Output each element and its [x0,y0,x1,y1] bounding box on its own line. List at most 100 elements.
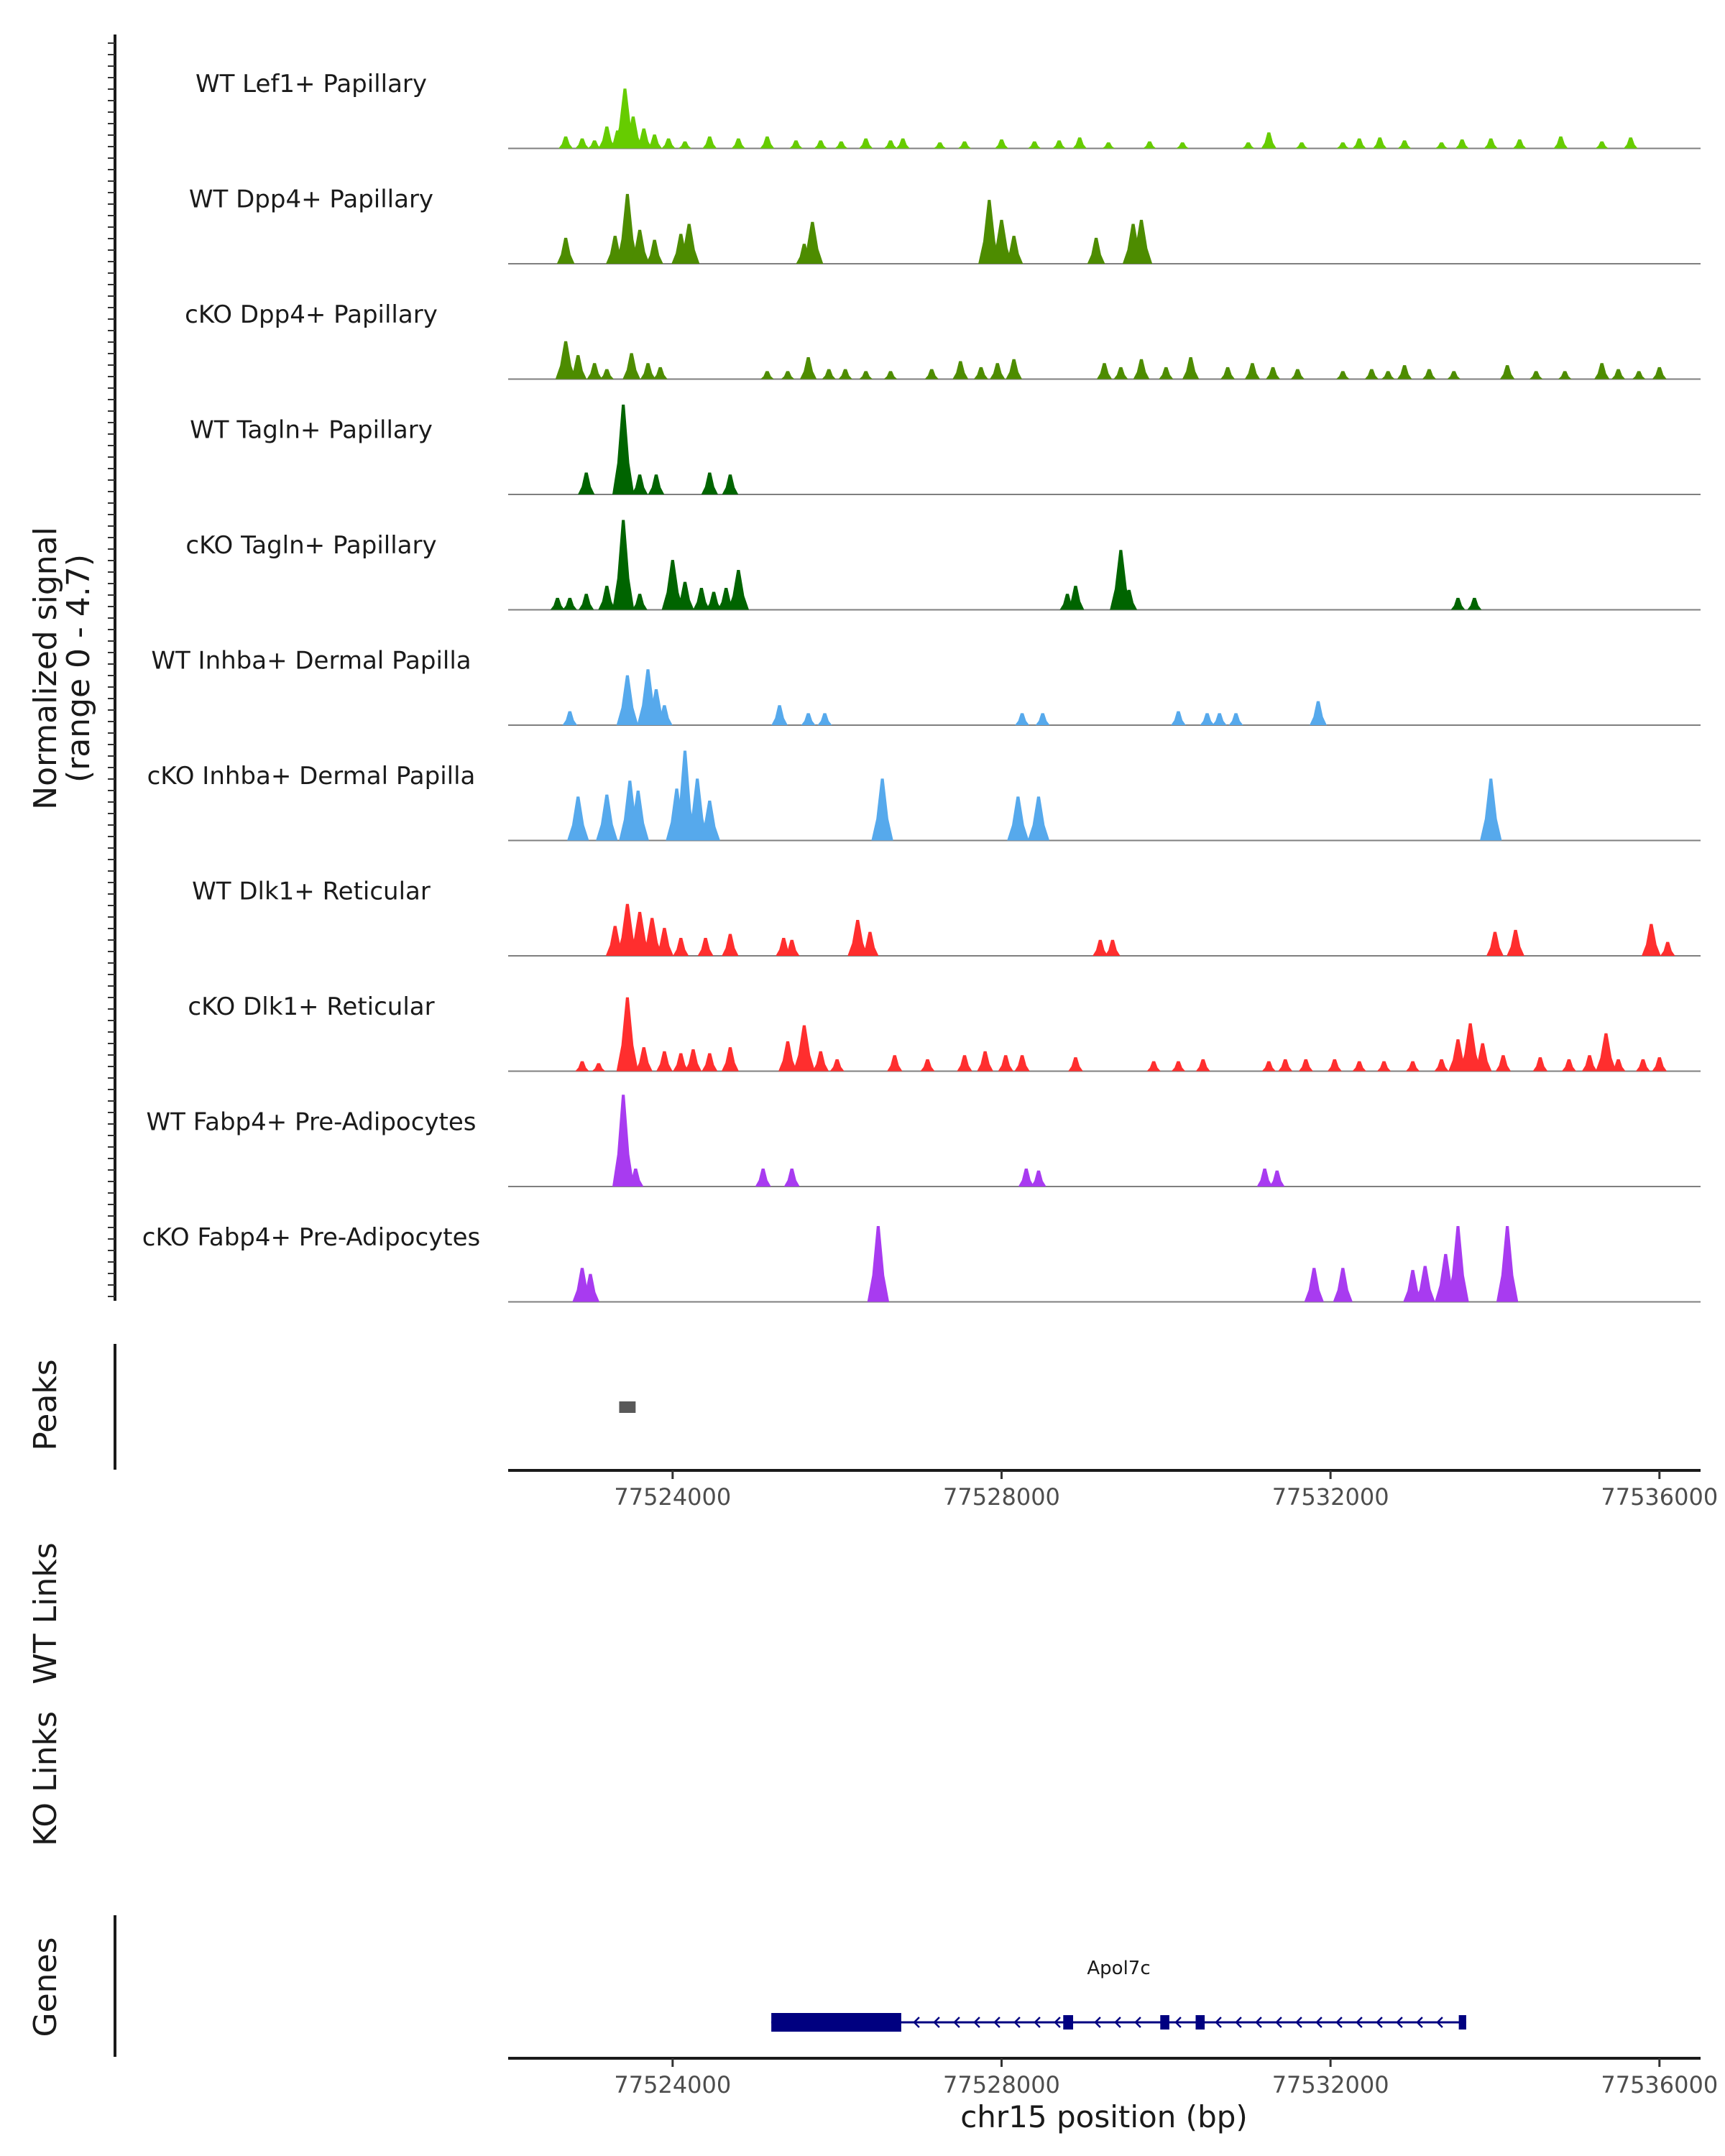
signal-peak [616,997,639,1072]
signal-peak [801,713,816,725]
signal-peak [1455,139,1469,149]
signal-peak [631,474,648,494]
signal-peak [722,474,739,494]
track-11: cKO Fabp4+ Pre-Adipocytes [142,1223,1701,1303]
signal-peak [1364,369,1379,379]
signal-peak [596,794,618,841]
signal-peak [861,931,879,956]
signal-peak [673,938,689,956]
signal-peak [1113,367,1128,379]
signal-peak [656,705,673,725]
track-5: cKO Tagln+ Papillary [185,520,1701,611]
signal-peak [1447,371,1461,379]
signal-peak [760,371,774,379]
signal-peak [1007,796,1029,841]
strand-arrow-icon [1174,2017,1182,2028]
x-axis-title: chr15 position (bp) [960,2099,1248,2134]
signal-peak [1105,939,1121,956]
signal-peak [648,474,665,494]
signal-peak [661,560,684,610]
signal-peak [1261,1061,1276,1072]
signal-peak [630,229,650,264]
signal-peak [1006,359,1022,379]
signal-axis-subtitle: (range 0 - 4.7) [60,554,97,783]
signal-peak [1087,237,1105,264]
track-label: WT Tagln+ Papillary [190,416,433,445]
signal-peak [784,939,800,956]
signal-peak [550,597,565,610]
signal-peak [581,1273,600,1302]
signal-peak [1581,1055,1598,1072]
signal-peak [587,140,602,149]
signal-peak [812,1051,829,1072]
signal-peak [814,140,828,149]
peaks-label: Peaks [27,1359,64,1450]
signal-peak [627,791,649,841]
signal-peak [1352,138,1366,149]
signal-peak [655,928,674,956]
signal-peak [1611,369,1626,379]
signal-peak [569,355,587,379]
signal-peak [1561,1059,1576,1072]
signal-peak [693,587,710,610]
track-label: WT Lef1+ Papillary [196,70,427,98]
signal-peak [673,750,696,841]
strand-arrow-icon [1235,2017,1242,2028]
track-label: cKO Dpp4+ Papillary [185,300,438,329]
signal-peak [781,371,795,379]
signal-peak [678,141,692,149]
x-axis-ticks-top: 77524000 77528000 77532000 77536000 [614,1470,1718,1511]
signal-peak [562,597,577,610]
signal-peak [598,586,616,610]
signal-peak [771,705,788,725]
signal-peak [998,1055,1013,1072]
signal-peak [1397,140,1412,149]
signal-peak [1506,929,1524,956]
signal-peak [706,591,722,610]
strand-arrow-icon [1275,2017,1282,2028]
genes-label: Genes [27,1937,64,2037]
signal-axis-ticks [108,42,115,1297]
signal-peak [684,1049,702,1072]
signal-peak [612,520,635,610]
signal-peak [1092,939,1108,956]
signal-peak [789,140,803,149]
signal-peak [727,569,750,610]
x-axis-top-tick-label: 77536000 [1601,1483,1718,1511]
signal-peak [883,371,898,379]
signal-peak [558,136,574,149]
signal-peak [978,200,1000,264]
signal-peak [1484,138,1498,149]
gene-models: Apol7c [771,1958,1466,2032]
signal-peak [1352,1061,1366,1072]
signal-peak [656,1051,673,1072]
signal-peak [796,244,813,264]
signal-peak [673,1053,689,1072]
signal-peak [1290,369,1305,379]
signal-peak [1195,1059,1210,1072]
signal-peak [1159,367,1174,379]
signal-peak [952,361,969,379]
x-axis-top-tick-label: 77532000 [1272,1483,1389,1511]
signal-peak [829,1059,845,1072]
signal-peak [1309,701,1327,725]
signal-peak [1532,1057,1548,1072]
signal-peak [641,918,663,956]
signal-peak [1096,363,1113,379]
signal-peak [627,1169,644,1187]
strand-arrow-icon [1315,2017,1322,2028]
signal-peak [1176,142,1190,149]
signal-peak [1241,142,1255,149]
signal-peak [623,116,643,149]
signal-peak [1295,142,1309,149]
signal-peak [1028,141,1041,149]
signal-peak [1459,1023,1481,1072]
track-9: cKO Dlk1+ Reticular [188,992,1701,1072]
track-1: WT Lef1+ Papillary [196,70,1701,149]
x-axis-top-tick-label: 77528000 [943,1483,1060,1511]
signal-peak [1220,367,1236,379]
strand-arrow-icon [1013,2017,1021,2028]
strand-arrow-icon [1416,2017,1423,2028]
signal-peak [924,369,939,379]
